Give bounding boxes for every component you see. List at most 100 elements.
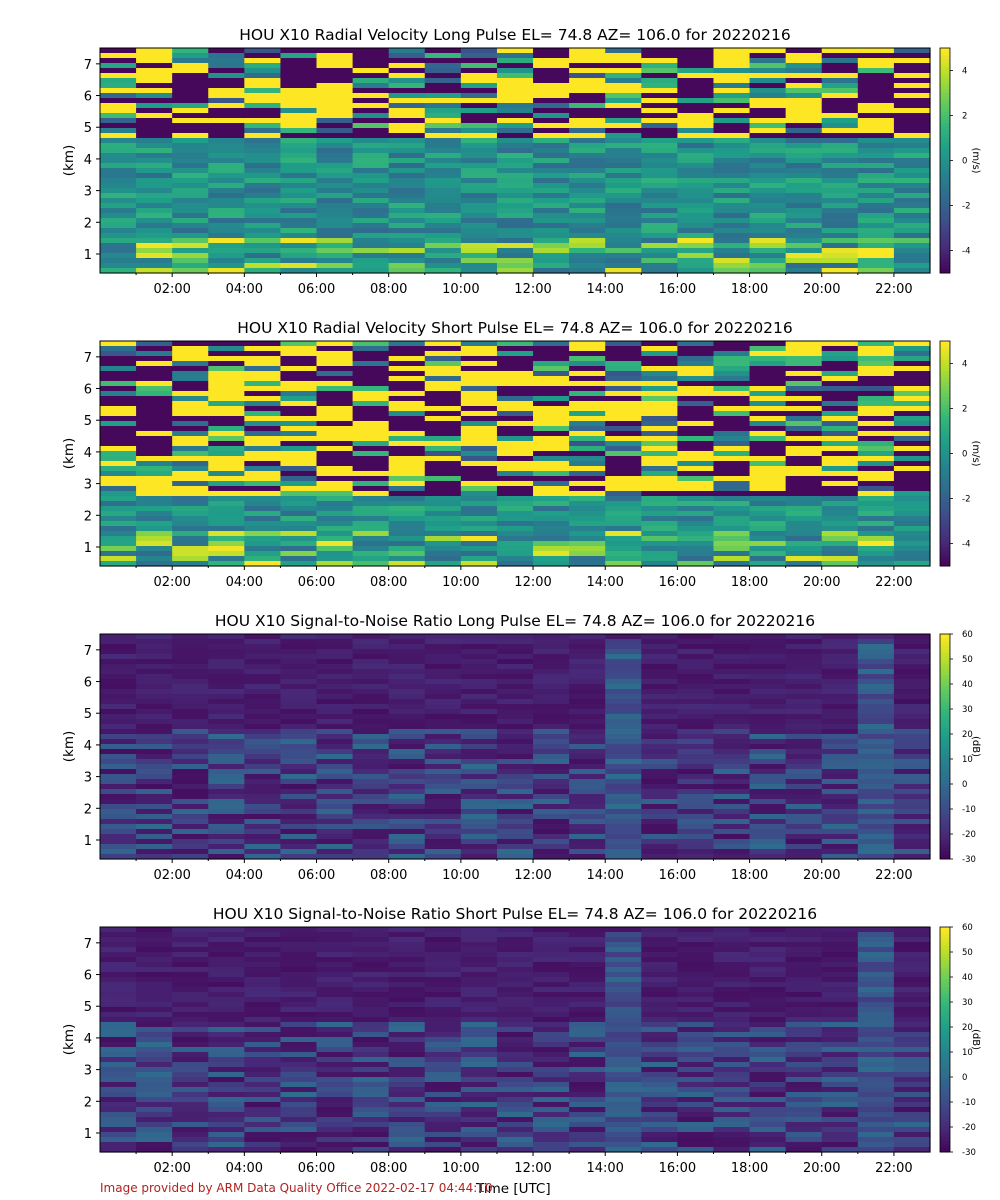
y-tick-label: 1	[84, 834, 92, 849]
colorbar-tick-label: -4	[962, 247, 970, 257]
x-tick-label: 06:00	[298, 575, 335, 590]
x-tick-label: 08:00	[370, 868, 407, 883]
x-tick-label: 02:00	[153, 575, 190, 590]
x-tick-label: 20:00	[803, 1161, 840, 1176]
y-axis-label: (km)	[61, 731, 77, 763]
y-axis-label: (km)	[61, 145, 77, 177]
colorbar-tick-label: 40	[962, 973, 973, 983]
x-tick-label: 02:00	[153, 282, 190, 297]
x-tick-label: 14:00	[586, 868, 623, 883]
x-tick-label: 04:00	[226, 575, 263, 590]
colorbar	[940, 48, 950, 274]
x-tick-label: 18:00	[731, 575, 768, 590]
x-tick-label: 02:00	[153, 868, 190, 883]
y-tick-label: 5	[84, 707, 92, 722]
y-tick-label: 2	[84, 1095, 92, 1110]
x-tick-label: 18:00	[731, 282, 768, 297]
plot-frame	[99, 340, 931, 567]
chart-panel-1: HOU X10 Radial Velocity Long Pulse EL= 7…	[61, 26, 981, 297]
colorbar-tick-label: -2	[962, 495, 970, 505]
x-tick-label: 22:00	[875, 868, 912, 883]
colorbar-tick-label: -20	[962, 830, 976, 840]
x-tick-label: 16:00	[659, 282, 696, 297]
colorbar	[940, 341, 950, 567]
y-tick-label: 6	[84, 676, 92, 691]
x-tick-label: 04:00	[226, 282, 263, 297]
colorbar-label: (dB)	[970, 736, 981, 757]
colorbar-tick-label: -10	[962, 1098, 976, 1108]
colorbar-tick-label: -10	[962, 805, 976, 815]
x-tick-label: 22:00	[875, 1161, 912, 1176]
y-tick-label: 2	[84, 216, 92, 231]
x-tick-label: 06:00	[298, 1161, 335, 1176]
y-tick-label: 6	[84, 90, 92, 105]
x-axis-label: Time [UTC]	[476, 1181, 551, 1197]
x-tick-label: 12:00	[514, 1161, 551, 1176]
chart-panel-4: HOU X10 Signal-to-Noise Ratio Short Puls…	[61, 905, 981, 1176]
y-tick-label: 2	[84, 802, 92, 817]
x-tick-label: 08:00	[370, 282, 407, 297]
x-tick-label: 14:00	[586, 1161, 623, 1176]
chart-panel-3: HOU X10 Signal-to-Noise Ratio Long Pulse…	[61, 612, 981, 883]
x-tick-label: 16:00	[659, 868, 696, 883]
colorbar-tick-label: 2	[962, 112, 967, 122]
y-axis-label: (km)	[61, 1024, 77, 1056]
x-tick-label: 20:00	[803, 575, 840, 590]
colorbar-tick-label: 50	[962, 948, 973, 958]
y-tick-label: 7	[84, 937, 92, 952]
colorbar-tick-label: 10	[962, 1048, 973, 1058]
colorbar-tick-label: 0	[962, 450, 967, 460]
x-tick-label: 08:00	[370, 575, 407, 590]
colorbar-tick-label: 60	[962, 923, 973, 933]
colorbar-label: (dB)	[970, 1029, 981, 1050]
heatmap-field	[100, 341, 931, 567]
plot-frame	[99, 47, 931, 274]
colorbar-tick-label: -30	[962, 1148, 976, 1158]
colorbar-label: (m/s)	[970, 440, 981, 466]
y-tick-label: 5	[84, 1000, 92, 1015]
x-tick-label: 10:00	[442, 575, 479, 590]
x-tick-label: 22:00	[875, 282, 912, 297]
colorbar-tick-label: 4	[962, 67, 967, 77]
x-tick-label: 04:00	[226, 868, 263, 883]
colorbar-tick-label: -4	[962, 540, 970, 550]
y-tick-label: 4	[84, 739, 92, 754]
x-tick-label: 22:00	[875, 575, 912, 590]
colorbar-tick-label: 0	[962, 157, 967, 167]
colorbar-tick-label: 0	[962, 1073, 967, 1083]
colorbar-tick-label: 40	[962, 680, 973, 690]
chart-title: HOU X10 Signal-to-Noise Ratio Short Puls…	[213, 905, 817, 923]
y-tick-label: 6	[84, 383, 92, 398]
y-tick-label: 6	[84, 969, 92, 984]
colorbar-tick-label: 60	[962, 630, 973, 640]
y-tick-label: 7	[84, 58, 92, 73]
heatmap-field	[100, 634, 931, 860]
colorbar-tick-label: 10	[962, 755, 973, 765]
x-tick-label: 18:00	[731, 1161, 768, 1176]
y-tick-label: 1	[84, 248, 92, 263]
x-tick-label: 12:00	[514, 282, 551, 297]
x-tick-label: 10:00	[442, 282, 479, 297]
heatmap-field	[100, 927, 931, 1153]
y-tick-label: 4	[84, 446, 92, 461]
chart-title: HOU X10 Radial Velocity Short Pulse EL= …	[237, 319, 793, 337]
y-tick-label: 4	[84, 153, 92, 168]
colorbar-tick-label: 30	[962, 705, 973, 715]
x-tick-label: 10:00	[442, 1161, 479, 1176]
x-tick-label: 12:00	[514, 868, 551, 883]
heatmap-field	[100, 48, 931, 274]
y-axis-label: (km)	[61, 438, 77, 470]
chart-title: HOU X10 Signal-to-Noise Ratio Long Pulse…	[215, 612, 815, 630]
colorbar-tick-label: 20	[962, 1023, 973, 1033]
y-tick-label: 4	[84, 1032, 92, 1047]
y-tick-label: 2	[84, 509, 92, 524]
plot-frame	[99, 633, 931, 860]
chart-panel-2: HOU X10 Radial Velocity Short Pulse EL= …	[61, 319, 981, 590]
colorbar	[940, 927, 950, 1153]
colorbar	[940, 634, 950, 860]
y-tick-label: 3	[84, 478, 92, 493]
x-tick-label: 10:00	[442, 868, 479, 883]
x-tick-label: 20:00	[803, 868, 840, 883]
chart-title: HOU X10 Radial Velocity Long Pulse EL= 7…	[239, 26, 790, 44]
